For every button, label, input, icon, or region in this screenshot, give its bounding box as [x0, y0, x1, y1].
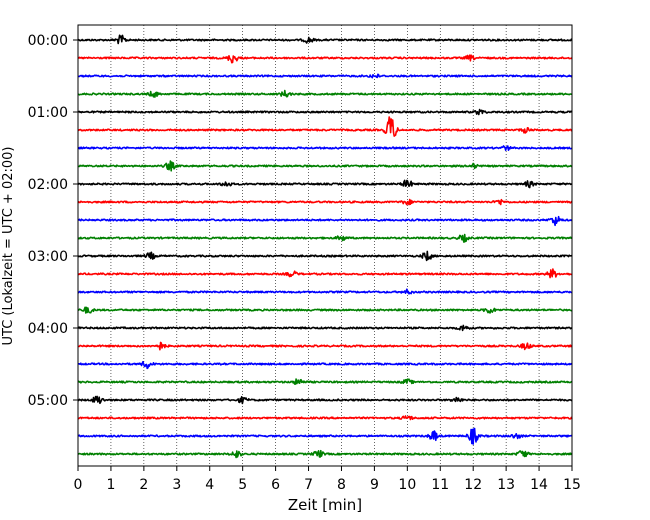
- x-tick-label: 6: [271, 477, 280, 493]
- x-tick-label: 11: [431, 477, 449, 493]
- trace-0130: [77, 145, 573, 151]
- x-tick-label: 3: [172, 477, 181, 493]
- trace-0545: [77, 449, 573, 459]
- trace-0045: [77, 89, 573, 98]
- x-tick-label: 2: [139, 477, 148, 493]
- y-tick-label: 05:00: [28, 393, 68, 409]
- x-tick-label: 0: [74, 477, 83, 493]
- trace-0315: [77, 268, 573, 279]
- y-tick-label: 00:00: [28, 33, 68, 49]
- plot-frame: [77, 24, 573, 467]
- y-tick-label: 02:00: [28, 177, 68, 193]
- y-tick-label: 01:00: [28, 105, 68, 121]
- trace-0230: [77, 215, 573, 227]
- x-tick-label: 12: [464, 477, 482, 493]
- x-tick-label: 1: [106, 477, 115, 493]
- x-tick-label: 5: [238, 477, 247, 493]
- y-axis-ticks: 00:00 01:00 02:00 03:00 04:00 05:00: [28, 33, 78, 409]
- x-tick-label: 14: [530, 477, 548, 493]
- trace-lines: [77, 34, 573, 459]
- trace-0145: [77, 160, 573, 172]
- trace-0100: [77, 108, 573, 116]
- x-tick-label: 10: [398, 477, 416, 493]
- x-tick-label: 8: [337, 477, 346, 493]
- trace-0345: [77, 306, 573, 314]
- y-axis-label: UTC (Lokalzeit = UTC + 02:00): [1, 147, 16, 346]
- trace-0330: [77, 288, 573, 295]
- trace-0515: [77, 415, 573, 421]
- x-tick-label: 7: [304, 477, 313, 493]
- trace-0015: [77, 54, 573, 64]
- trace-0215: [77, 198, 573, 206]
- trace-0300: [77, 250, 573, 262]
- trace-0030: [77, 73, 573, 79]
- y-tick-label: 03:00: [28, 249, 68, 265]
- x-tick-label: 9: [370, 477, 379, 493]
- x-tick-label: 13: [497, 477, 515, 493]
- trace-0115: [77, 116, 573, 137]
- x-axis-label: Zeit [min]: [288, 496, 362, 514]
- x-tick-label: 4: [205, 477, 214, 493]
- x-tick-label: 15: [563, 477, 581, 493]
- trace-0445: [77, 378, 573, 385]
- trace-0245: [77, 233, 573, 243]
- trace-0430: [77, 360, 573, 370]
- y-tick-label: 04:00: [28, 321, 68, 337]
- x-axis-ticks: 0 1 2 3 4 5 6 7 8 9 10 11 12 13 14 15: [74, 466, 581, 493]
- trace-0500: [77, 395, 573, 405]
- trace-0000: [77, 34, 573, 45]
- trace-0530: [77, 427, 573, 445]
- trace-0400: [77, 324, 573, 332]
- trace-0200: [77, 179, 573, 189]
- trace-0415: [77, 341, 573, 351]
